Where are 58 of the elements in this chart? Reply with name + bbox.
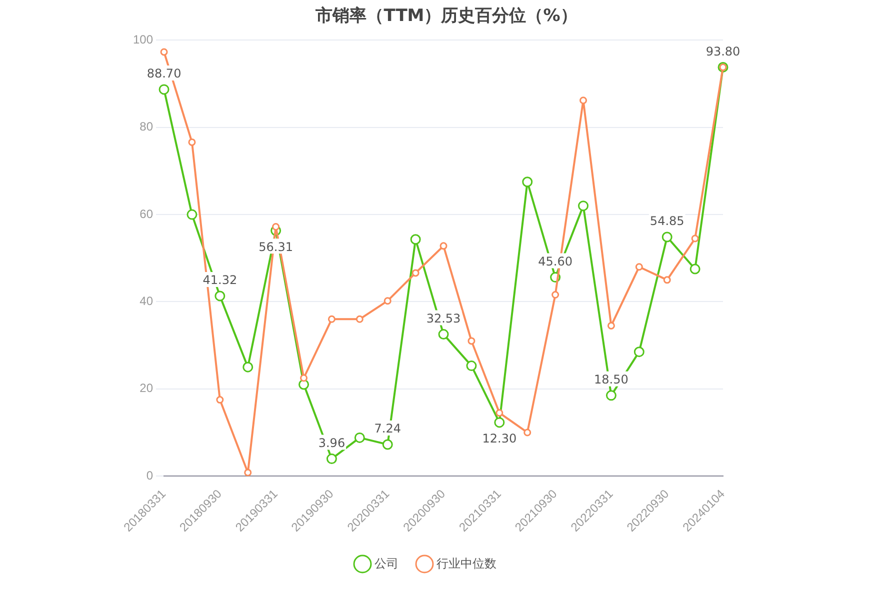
y-tick-label: 0 [146,468,154,482]
data-label: 88.70 [146,66,182,81]
point [354,432,365,443]
point [298,379,310,390]
point [384,297,392,305]
point [328,315,336,323]
point [158,84,170,95]
point [186,209,198,220]
point [244,468,252,476]
point [634,346,644,358]
data-label: 45.60 [538,254,572,268]
point [242,362,254,372]
y-tick-label: 20 [140,381,154,396]
point [410,234,421,245]
point [663,276,671,284]
point [691,234,699,242]
point [607,322,615,330]
point [522,176,533,188]
point [356,315,364,323]
point [635,263,643,271]
point [272,223,280,230]
point [580,96,588,104]
data-label: 56.31 [258,240,293,254]
data-label: 32.53 [426,311,461,326]
point [578,200,589,212]
point [524,428,532,436]
point [494,417,505,428]
point [412,269,420,277]
point [188,138,196,146]
legend-label: 公司 [374,556,398,570]
y-tick-label: 60 [140,206,154,221]
point [468,337,476,345]
y-tick-label: 100 [132,32,154,47]
data-label: 41.32 [202,273,238,288]
point [662,232,672,242]
point [690,264,700,274]
data-label: 12.30 [482,432,517,446]
legend-label: 行业中位数 [436,556,496,570]
data-label: 3.96 [318,436,346,450]
point [440,242,448,250]
point [326,454,337,464]
data-label: 93.80 [706,44,740,58]
point [552,290,560,298]
chart-title: 市销率（TTM）历史百分位（%） [314,5,578,27]
point [606,390,616,401]
point [382,439,393,450]
data-label: 7.24 [374,422,401,436]
y-tick-label: 40 [140,294,154,308]
data-label: 54.85 [650,214,684,228]
point [466,360,477,372]
point [214,290,226,302]
y-tick-label: 80 [140,120,154,134]
point [160,48,168,56]
data-label: 18.50 [594,372,628,387]
point [300,374,308,382]
point [216,396,224,404]
point [496,409,504,417]
point [438,329,449,340]
